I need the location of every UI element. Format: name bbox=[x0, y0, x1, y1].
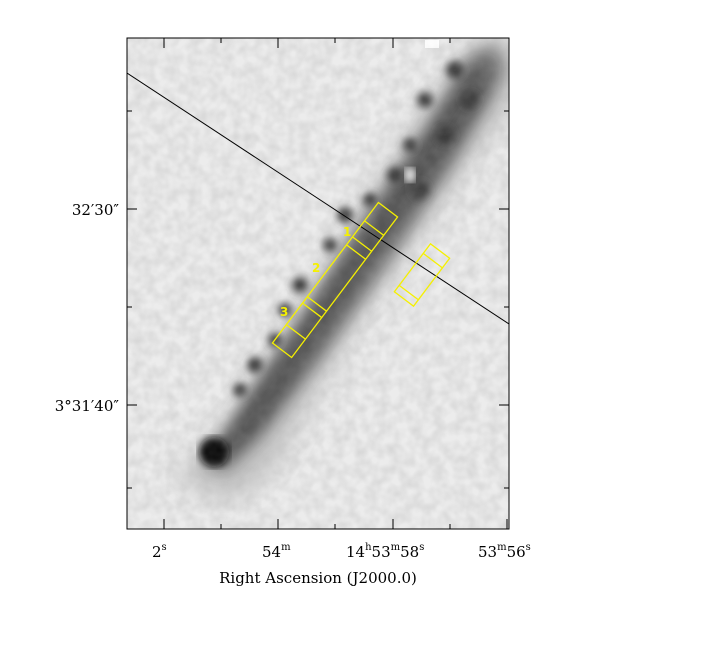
x-axis-title: Right Ascension (J2000.0) bbox=[219, 569, 417, 587]
cut-line bbox=[126, 72, 510, 325]
ra-tick-label-3: 14h53m58s bbox=[346, 542, 424, 561]
ra-tick-label-4: 53m56s bbox=[478, 542, 531, 561]
ra-tick-label-1: 2s bbox=[152, 542, 167, 561]
ra-tick-label-2: 54m bbox=[262, 542, 291, 561]
slit-offset bbox=[393, 242, 451, 308]
slit-label-2: 2 bbox=[312, 261, 320, 275]
slit-label-1: 1 bbox=[343, 225, 351, 239]
dec-tick-label-2: 3°31′40″ bbox=[55, 397, 120, 415]
dec-tick-label-1: 32′30″ bbox=[72, 201, 120, 219]
plot-frame bbox=[126, 37, 510, 530]
ra-ticks bbox=[163, 38, 508, 529]
slits: 1 2 3 bbox=[271, 201, 451, 359]
dec-ticks bbox=[127, 110, 509, 489]
slit-label-3: 3 bbox=[280, 305, 288, 319]
slit-long bbox=[271, 201, 399, 359]
